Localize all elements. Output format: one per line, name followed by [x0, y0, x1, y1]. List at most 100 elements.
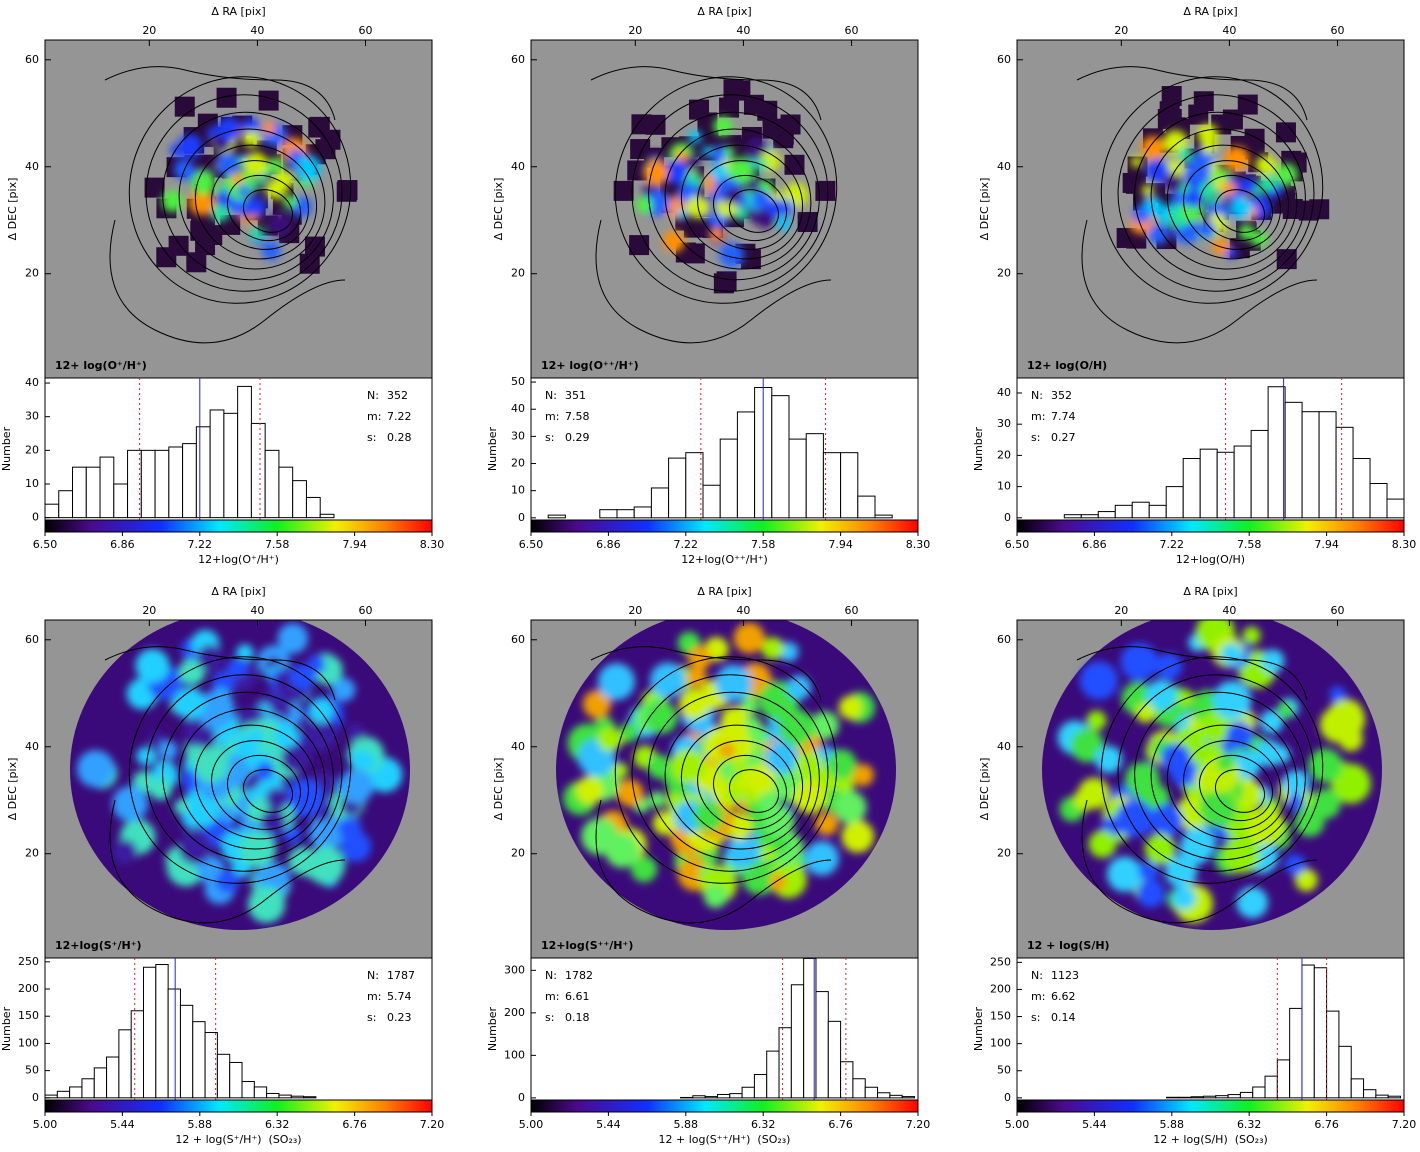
hist-bar: [1216, 1096, 1228, 1098]
stat-label: s:: [545, 431, 554, 444]
hist-bar: [1285, 402, 1302, 517]
map-blob: [340, 831, 371, 862]
map-blob: [762, 637, 785, 660]
hist-bar: [45, 504, 59, 517]
map-pixel-block: [1299, 201, 1319, 221]
hist-bar: [82, 1079, 94, 1098]
map-blob: [598, 663, 635, 700]
x-tick-label: 6.50: [519, 538, 544, 551]
map-pixel-block: [724, 79, 744, 99]
hist-bar: [306, 497, 320, 517]
y-tick-label: 150: [18, 1009, 39, 1022]
x-tick-label: 60: [359, 24, 373, 37]
x-tick-label: 5.88: [188, 1118, 213, 1131]
x-tick-label: 6.32: [1237, 1118, 1262, 1131]
x-tick-label: 40: [1222, 24, 1236, 37]
hist-bar: [1166, 487, 1183, 518]
hist-bar: [254, 1087, 266, 1098]
hist-ylabel: Number: [0, 1006, 13, 1051]
colorbar: [531, 520, 918, 532]
stat-value: 352: [1051, 389, 1072, 402]
hist-bar: [196, 427, 210, 518]
map-ylabel: Δ DEC [pix]: [6, 178, 19, 241]
x-tick-label: 7.22: [188, 538, 213, 551]
x-tick-label: 7.22: [674, 538, 699, 551]
map-texture: [556, 610, 896, 930]
x-tick-label: 6.50: [1005, 538, 1030, 551]
map-pixel-block: [145, 178, 165, 198]
y-tick-label: 20: [997, 267, 1011, 280]
hist-bar: [114, 484, 128, 518]
map-blob: [1137, 880, 1165, 908]
map-blob: [149, 777, 172, 800]
y-tick-label: 10: [25, 477, 39, 490]
colorbar: [45, 1100, 432, 1112]
stat-label: m:: [367, 990, 381, 1003]
hist-bar: [1277, 1060, 1289, 1098]
map-pixel-block: [202, 225, 222, 245]
colorbar: [531, 1100, 918, 1112]
y-tick-label: 60: [511, 53, 525, 66]
stat-value: 351: [565, 389, 586, 402]
map-blob: [1173, 887, 1196, 910]
x-tick-label: 7.20: [1392, 1118, 1417, 1131]
stat-value: 0.14: [1051, 1011, 1076, 1024]
y-tick-label: 20: [511, 267, 525, 280]
x-tick-label: 7.20: [420, 1118, 445, 1131]
hist-bar: [634, 507, 651, 518]
y-tick-label: 100: [990, 1037, 1011, 1050]
hist-bar: [70, 1087, 82, 1098]
map-blob: [347, 723, 364, 740]
hist-bar: [210, 410, 224, 518]
x-tick-label: 60: [1331, 604, 1345, 617]
stat-label: m:: [1031, 990, 1045, 1003]
x-tick-label: 5.88: [674, 1118, 699, 1131]
map-blob: [719, 243, 744, 268]
y-tick-label: 40: [511, 402, 525, 415]
hist-bar: [1351, 1079, 1363, 1098]
x-tick-label: 6.32: [751, 1118, 776, 1131]
map-ylabel: Δ DEC [pix]: [978, 178, 991, 241]
hist-ylabel: Number: [0, 426, 13, 471]
y-tick-label: 20: [25, 847, 39, 860]
map-label: 12+ log(O/H): [1027, 359, 1107, 372]
x-tick-label: 60: [1331, 24, 1345, 37]
x-tick-label: 5.88: [1160, 1118, 1185, 1131]
map-pixel-block: [259, 91, 279, 111]
stat-value: 0.28: [387, 431, 412, 444]
y-tick-label: 250: [18, 955, 39, 968]
hist-bar: [267, 1093, 279, 1097]
hist-bar: [1336, 427, 1353, 518]
stat-value: 5.74: [387, 990, 412, 1003]
hist-bar: [279, 467, 293, 517]
hist-bar: [841, 1062, 853, 1098]
hist-bar: [828, 1021, 840, 1098]
map-blob: [644, 160, 669, 185]
y-tick-label: 200: [504, 1006, 525, 1019]
x-tick-label: 7.94: [342, 538, 367, 551]
map-blob: [135, 649, 169, 683]
map-blob: [1155, 653, 1182, 680]
y-tick-label: 60: [997, 53, 1011, 66]
hist-bar: [1240, 1092, 1252, 1097]
map-ylabel: Δ DEC [pix]: [6, 758, 19, 821]
hist-bar: [890, 1095, 902, 1098]
hist-bar: [242, 1082, 254, 1098]
y-tick-label: 40: [997, 386, 1011, 399]
hist-bar: [265, 450, 279, 517]
map-blob: [715, 665, 752, 702]
hist-bar: [717, 1094, 729, 1097]
x-tick-label: 60: [845, 604, 859, 617]
hist-bar: [180, 1005, 192, 1097]
hist-bar: [1183, 459, 1200, 518]
hist-bar: [853, 1079, 865, 1098]
x-tick-label: 40: [736, 24, 750, 37]
map-xlabel: Δ RA [pix]: [1183, 585, 1237, 598]
y-tick-label: 0: [518, 1091, 525, 1104]
hist-bar: [693, 1096, 705, 1098]
hist-bar: [1234, 446, 1251, 518]
stat-value: 0.18: [565, 1011, 590, 1024]
map-blob: [217, 117, 241, 141]
stat-label: N:: [1031, 389, 1043, 402]
stat-value: 7.58: [565, 410, 590, 423]
